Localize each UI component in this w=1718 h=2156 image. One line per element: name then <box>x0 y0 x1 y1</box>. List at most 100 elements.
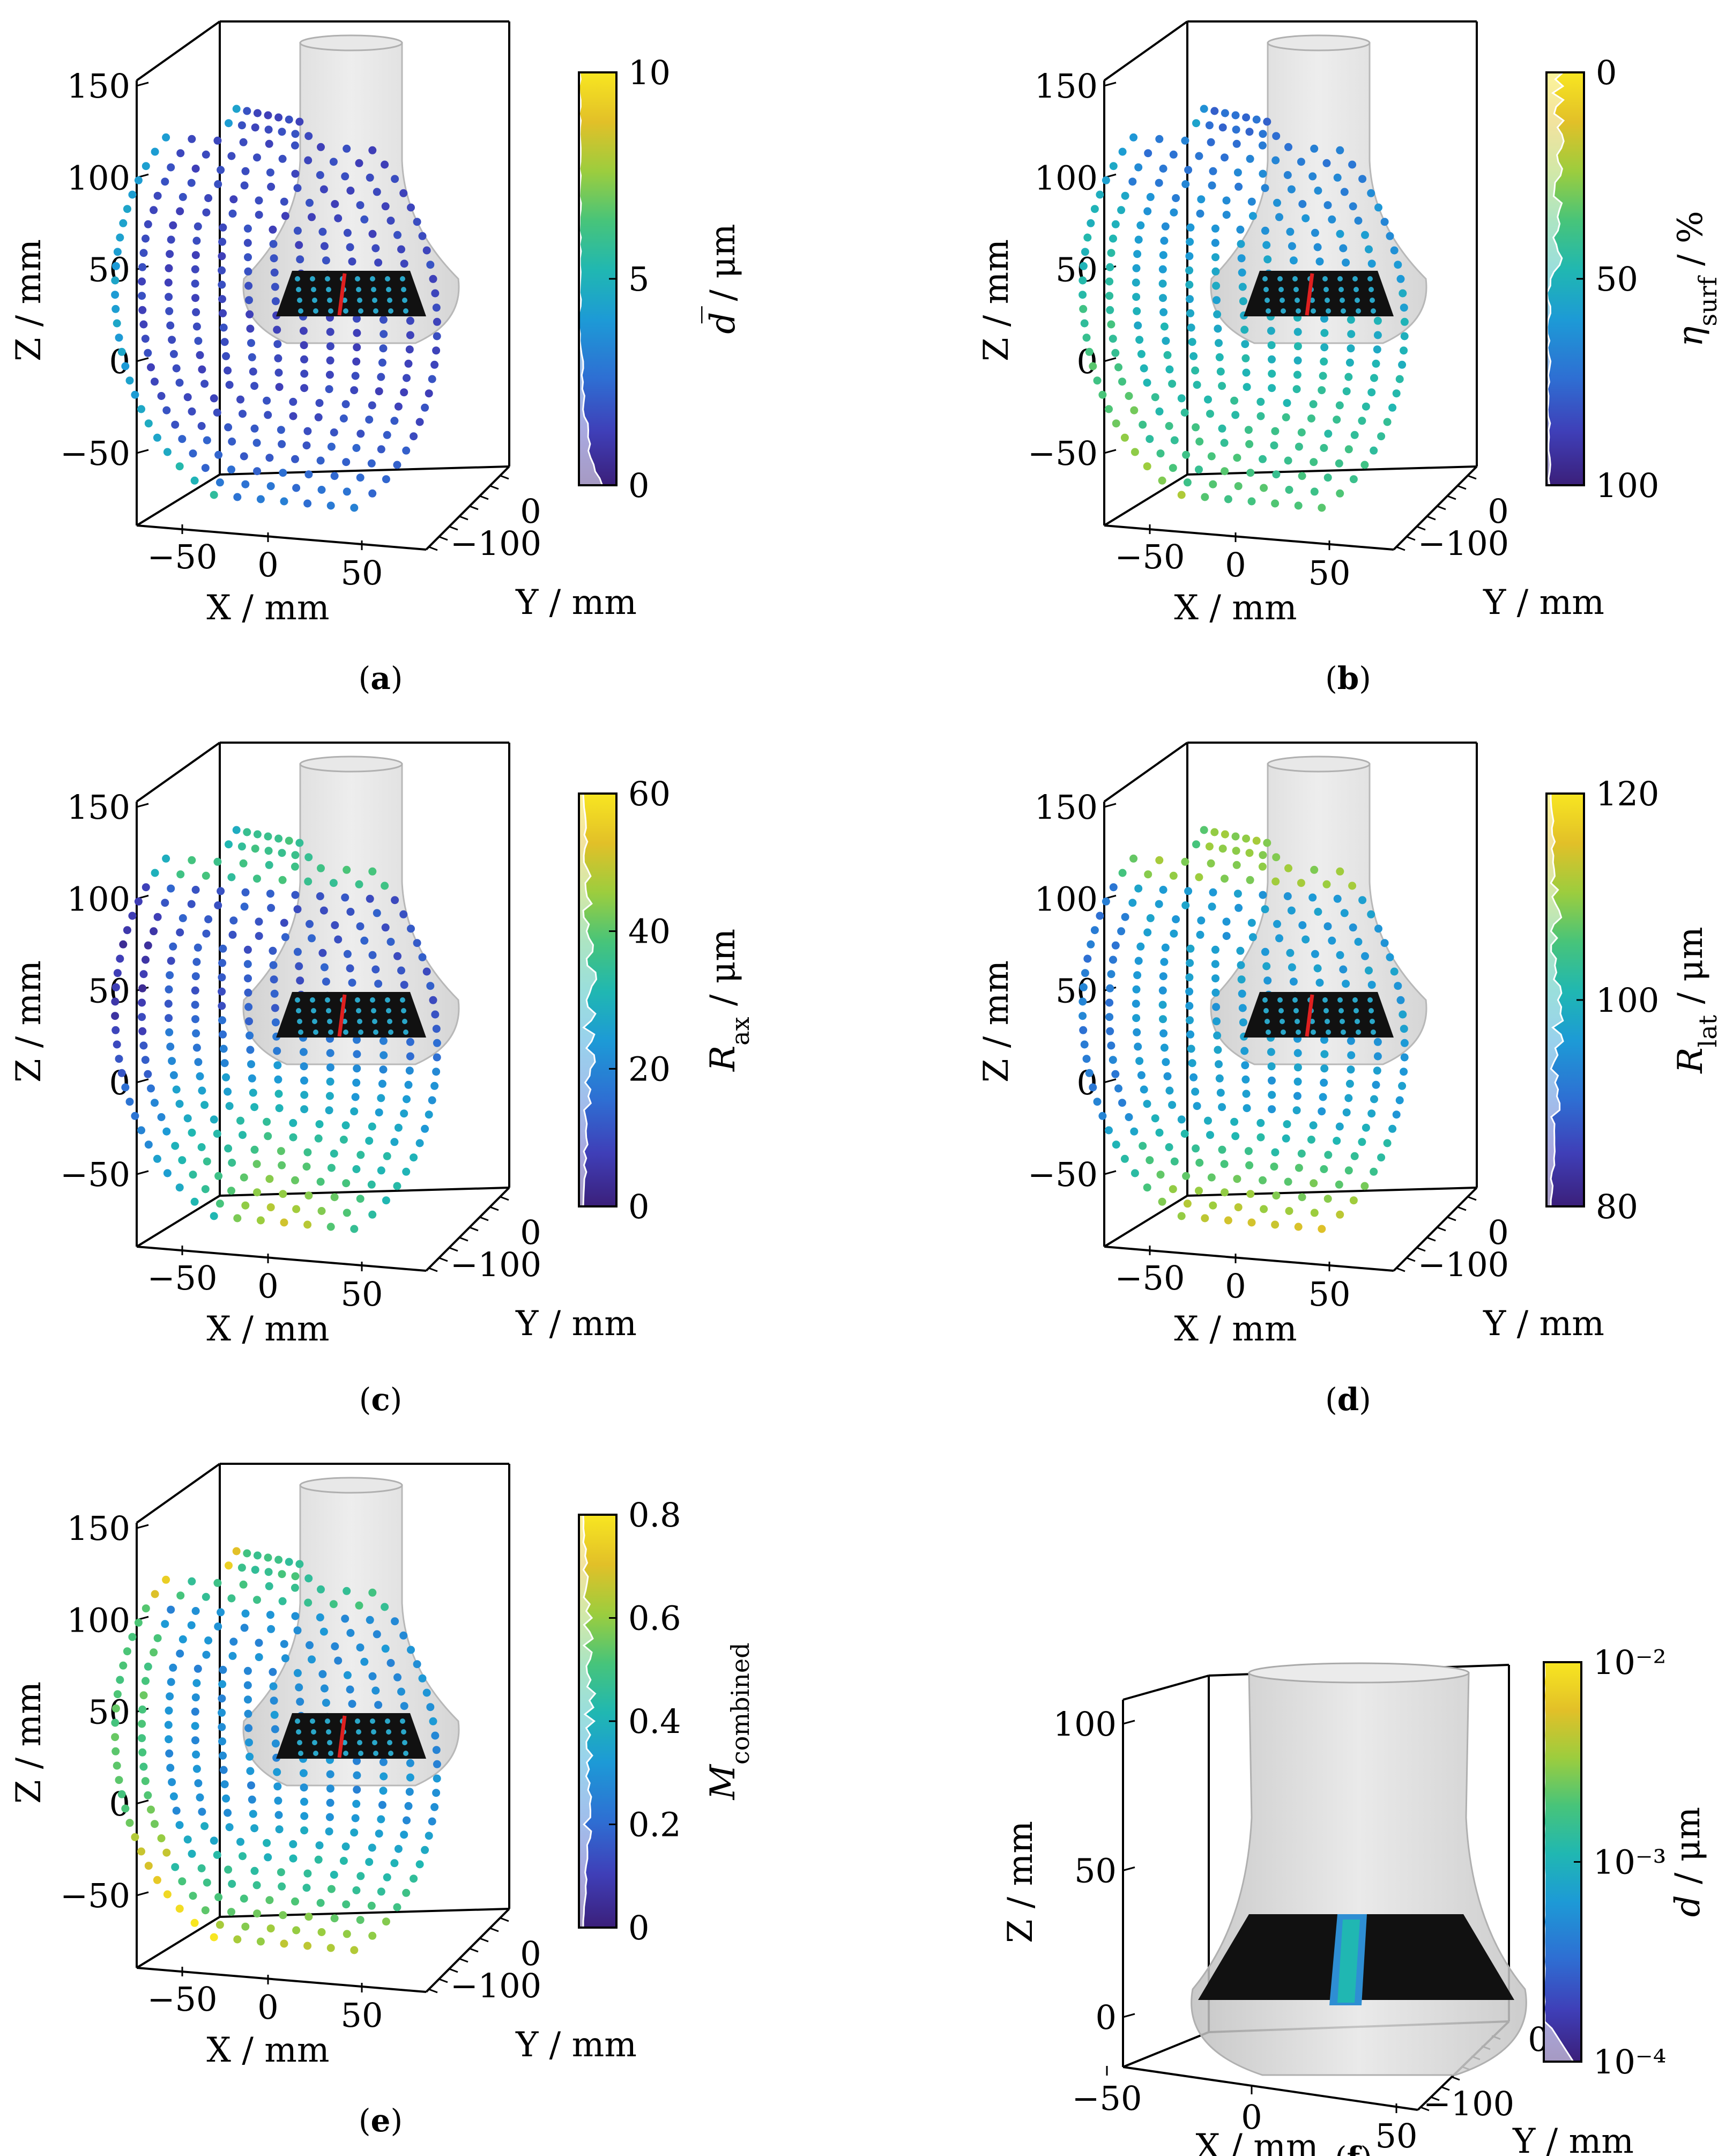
colorbar-label-unit: / μm <box>1668 1807 1708 1895</box>
scatter-point <box>241 1609 250 1618</box>
z-tick-mark <box>1104 1078 1117 1084</box>
scatter-point <box>175 1183 184 1192</box>
scatter-point <box>1320 1064 1329 1073</box>
label-point <box>1341 1029 1346 1035</box>
scatter-point <box>1239 297 1247 306</box>
scatter-point <box>246 324 255 333</box>
scatter-point <box>244 988 252 997</box>
z-tick-mark <box>1104 803 1117 808</box>
label-point <box>403 308 408 314</box>
scatter-point <box>164 999 173 1008</box>
colorbar-label: Rlat / μm <box>1671 927 1718 1073</box>
scatter-point <box>270 1696 278 1705</box>
z-tick-label: 50 <box>1074 1851 1117 1891</box>
scatter-point <box>1168 380 1177 388</box>
scatter-point <box>1260 1205 1268 1213</box>
scatter-point <box>224 1144 233 1153</box>
scatter-point <box>147 363 155 372</box>
scatter-point <box>219 223 227 232</box>
scatter-point <box>377 445 385 454</box>
scatter-point <box>1189 352 1198 360</box>
scatter-point <box>1311 950 1319 958</box>
scatter-point <box>1373 331 1382 339</box>
scatter-point <box>382 1196 390 1205</box>
scatter-point <box>1172 915 1180 923</box>
label-point <box>1280 298 1285 303</box>
scatter-point <box>1081 969 1089 977</box>
scatter-point <box>204 915 213 923</box>
scatter-point <box>1125 1113 1133 1121</box>
axes-frame <box>136 20 510 551</box>
scatter-point <box>241 167 250 175</box>
scatter-point <box>1319 372 1327 380</box>
colorbar-tick-label: 0 <box>628 1187 649 1226</box>
scatter-point <box>317 143 325 151</box>
z-tick-mark <box>1104 1170 1117 1175</box>
scatter-point <box>111 262 120 270</box>
label-point <box>1340 1019 1345 1024</box>
scatter-point <box>1400 1039 1409 1047</box>
scatter-point <box>1161 943 1170 952</box>
scatter-point <box>253 109 262 117</box>
scatter-point <box>329 879 338 887</box>
scatter-point <box>229 195 238 204</box>
scatter-point <box>1231 411 1240 419</box>
label-point <box>1265 1019 1270 1024</box>
scatter-point <box>241 1922 250 1931</box>
scatter-point <box>368 1122 376 1131</box>
scatter-point <box>139 249 148 257</box>
scatter-point <box>1222 196 1231 205</box>
label-point <box>312 1740 317 1745</box>
scatter-point <box>404 359 413 368</box>
label-point <box>1355 1019 1360 1024</box>
scatter-point <box>353 1064 361 1073</box>
scatter-point <box>390 1859 399 1868</box>
panel-caption: (d) <box>1325 1381 1371 1418</box>
scatter-point <box>433 317 441 326</box>
scatter-point <box>285 836 293 845</box>
scatter-point <box>138 292 146 300</box>
scatter-point <box>1231 1132 1240 1140</box>
scatter-point <box>1079 262 1088 270</box>
scatter-point <box>400 1702 408 1710</box>
scatter-point <box>218 252 226 261</box>
scatter-point <box>150 1648 158 1657</box>
scatter-point <box>303 499 312 508</box>
scatter-point <box>1273 920 1281 928</box>
scatter-point <box>1311 228 1319 237</box>
scatter-point <box>1293 356 1302 365</box>
y-tick-mark <box>1416 525 1426 531</box>
scatter-point <box>352 1799 361 1808</box>
scatter-point <box>1192 840 1200 849</box>
colorbar-tick-label: 120 <box>1596 774 1659 813</box>
scatter-point <box>144 419 153 428</box>
scatter-point <box>157 1834 166 1842</box>
y-tick-mark <box>479 1937 489 1943</box>
scatter-point <box>1380 939 1389 947</box>
scatter-point <box>198 365 206 374</box>
scatter-point <box>138 984 147 992</box>
scatter-point <box>300 384 309 392</box>
scatter-point <box>278 154 287 163</box>
scatter-point <box>138 1027 147 1035</box>
scatter-point <box>264 1853 272 1862</box>
scatter-point <box>243 224 252 233</box>
scatter-point <box>422 1688 431 1697</box>
scatter-point <box>204 194 213 202</box>
scatter-point <box>138 1013 146 1021</box>
scatter-point <box>1354 938 1363 946</box>
scatter-point <box>1107 320 1115 329</box>
scatter-point <box>264 1553 272 1562</box>
scatter-point <box>183 393 192 402</box>
scatter-point <box>189 1170 197 1179</box>
scatter-point <box>1245 128 1254 136</box>
scatter-point <box>353 1771 361 1780</box>
scatter-point <box>368 1931 377 1940</box>
scatter-point <box>1214 324 1222 333</box>
scatter-point <box>1307 414 1315 423</box>
scatter-point <box>1240 1047 1249 1055</box>
x-tick-label: 0 <box>257 1266 278 1306</box>
scatter-point <box>1308 172 1317 181</box>
scatter-point <box>1336 489 1344 498</box>
scatter-point <box>1213 1031 1222 1040</box>
